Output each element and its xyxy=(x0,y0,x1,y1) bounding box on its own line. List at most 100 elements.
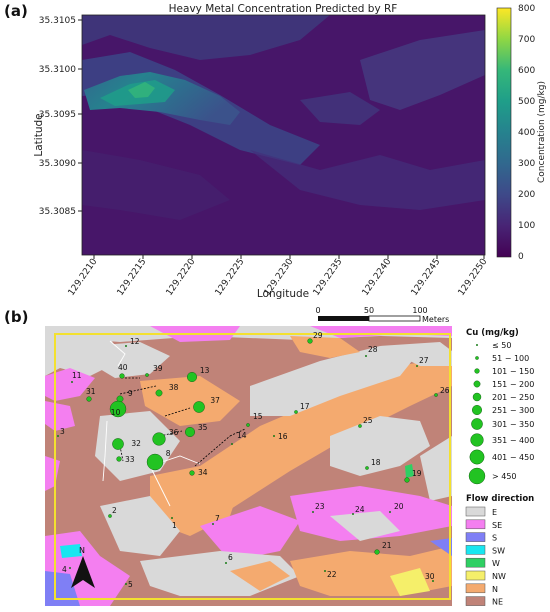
colorbar-tick: 800 xyxy=(518,4,535,14)
sample-point-label: 6 xyxy=(228,553,233,562)
x-tick: 129.2240 xyxy=(361,257,394,298)
sample-point-label: 19 xyxy=(412,469,422,478)
sample-point-label: 15 xyxy=(253,412,263,421)
panel-a-figure: Heavy Metal Concentration Predicted by R… xyxy=(33,3,547,300)
panel-a-title: Heavy Metal Concentration Predicted by R… xyxy=(169,3,398,15)
sample-point-7 xyxy=(211,522,214,525)
sample-point-label: 39 xyxy=(153,364,163,373)
sample-point-label: 40 xyxy=(118,363,128,372)
flow-legend-swatch xyxy=(465,557,486,568)
y-tick: 35.3100 xyxy=(39,65,76,75)
scale-bar: 0 50 100 Meters xyxy=(315,306,449,324)
scale-tick: 100 xyxy=(412,306,427,315)
panel-a-xaxis: 129.2210 129.2215 129.2220 129.2225 129.… xyxy=(67,255,490,300)
sample-point-32 xyxy=(112,438,124,450)
sample-point-21 xyxy=(374,549,380,555)
flow-paths xyxy=(102,340,201,507)
sample-point-2 xyxy=(108,514,112,518)
sample-point-25 xyxy=(358,424,362,428)
cu-legend-marker xyxy=(469,449,485,465)
colorbar-tick: 0 xyxy=(518,252,524,262)
sample-point-31 xyxy=(86,396,92,402)
flow-legend-swatch xyxy=(465,570,486,581)
sample-point-label: 11 xyxy=(72,371,82,380)
concentration-raster xyxy=(82,15,485,255)
scale-unit: Meters xyxy=(422,315,449,324)
cu-legend-marker xyxy=(475,356,479,360)
sample-point-label: 38 xyxy=(169,383,179,392)
flow-legend-label: N xyxy=(492,585,498,594)
cu-legend-marker xyxy=(474,368,480,374)
sample-point-10 xyxy=(109,400,127,418)
sample-point-15 xyxy=(246,423,250,427)
north-arrow-icon: N xyxy=(71,546,95,588)
cu-legend-marker xyxy=(472,404,483,415)
cu-legend-label: ≤ 50 xyxy=(492,341,511,350)
flow-direction-map xyxy=(45,326,452,606)
flow-legend-label: NE xyxy=(492,598,503,607)
flow-legend-swatch xyxy=(465,519,486,530)
panel-a-xlabel: Longitude xyxy=(257,288,309,300)
sample-point-label: 10 xyxy=(111,408,121,417)
cu-legend-marker xyxy=(476,344,479,347)
sample-point-13 xyxy=(186,371,197,382)
sample-point-label: 35 xyxy=(198,423,208,432)
sample-point-3 xyxy=(57,434,60,437)
panel-b-label: (b) xyxy=(4,308,29,326)
panel-b-figure: 0 50 100 Meters xyxy=(45,306,534,607)
flow-legend-label: SE xyxy=(492,521,502,530)
sample-point-label: 25 xyxy=(363,416,373,425)
flow-legend-title: Flow direction xyxy=(466,494,534,504)
flow-legend-label: S xyxy=(492,534,497,543)
sample-point-20 xyxy=(389,510,392,513)
sample-point-label: 16 xyxy=(278,432,288,441)
cu-legend-label: 151 − 200 xyxy=(492,380,534,389)
colorbar-label: Concentration (mg/kg) xyxy=(537,81,547,183)
cu-legend-label: 201 − 250 xyxy=(492,393,534,402)
flow-legend-swatch xyxy=(465,506,486,517)
cu-legend-label: 251 − 300 xyxy=(492,406,534,415)
north-label: N xyxy=(79,546,85,555)
cu-legend-marker xyxy=(471,418,483,430)
sample-point-1 xyxy=(170,516,173,519)
sample-point-4 xyxy=(68,567,71,570)
sample-point-label: 2 xyxy=(112,506,117,515)
sample-point-label: 27 xyxy=(419,356,429,365)
colorbar-tick: 500 xyxy=(518,97,535,107)
sample-point-label: 24 xyxy=(355,505,365,514)
panel-a-ylabel: Latitude xyxy=(33,113,45,156)
sample-point-22 xyxy=(324,570,327,573)
sample-point-label: 5 xyxy=(128,580,133,589)
cu-legend-label: 301 − 350 xyxy=(492,420,534,429)
sample-point-label: 12 xyxy=(130,337,140,346)
sample-point-label: 22 xyxy=(327,570,337,579)
sample-point-36 xyxy=(152,432,166,446)
sample-point-label: 8 xyxy=(166,449,171,458)
sample-point-label: 17 xyxy=(300,402,310,411)
sample-point-11 xyxy=(70,380,73,383)
sample-point-34 xyxy=(189,470,195,476)
sample-point-17 xyxy=(294,410,298,414)
cu-legend-marker xyxy=(472,392,482,402)
scale-tick: 50 xyxy=(364,306,374,315)
sample-point-label: 36 xyxy=(169,428,179,437)
cu-legend-title: Cu (mg/kg) xyxy=(466,328,519,338)
sample-point-label: 21 xyxy=(382,541,392,550)
cu-legend-label: 51 − 100 xyxy=(492,354,529,363)
sample-point-40 xyxy=(119,373,125,379)
flow-legend-swatch xyxy=(465,583,486,594)
sample-point-23 xyxy=(312,510,315,513)
colorbar-tick: 300 xyxy=(518,159,535,169)
sample-point-33 xyxy=(116,456,122,462)
cu-legend-label: 351 − 400 xyxy=(492,436,534,445)
cu-legend-marker xyxy=(473,380,481,388)
x-tick: 129.2250 xyxy=(457,257,490,298)
cu-legend-marker xyxy=(468,467,486,485)
sample-point-label: 13 xyxy=(200,366,210,375)
y-tick: 35.3090 xyxy=(39,159,76,169)
sample-point-label: 33 xyxy=(125,455,135,464)
y-tick: 35.3085 xyxy=(39,207,76,217)
sample-point-27 xyxy=(416,365,419,368)
colorbar-tick: 400 xyxy=(518,128,535,138)
colorbar-tick: 100 xyxy=(518,221,535,231)
